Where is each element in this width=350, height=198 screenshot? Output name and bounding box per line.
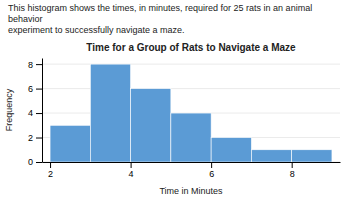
bars: [50, 64, 332, 162]
bar: [131, 89, 171, 162]
bar: [211, 138, 251, 162]
bar: [171, 113, 211, 162]
x-tick-label: 4: [129, 169, 134, 179]
y-tick-label: 4: [28, 108, 33, 118]
x-tick-label: 6: [209, 169, 214, 179]
grid: [42, 64, 340, 162]
y-tick: 0: [28, 157, 42, 167]
y-tick-label: 8: [28, 59, 33, 69]
x-tick: 8: [290, 162, 295, 179]
y-tick-mark: [36, 162, 42, 163]
y-tick-mark: [36, 138, 42, 139]
x-tick-mark: [292, 162, 293, 168]
y-tick: 4: [28, 108, 42, 118]
x-tick-mark: [131, 162, 132, 168]
x-axis-line: [43, 162, 341, 163]
title: Time for a Group of Rats to Navigate a M…: [86, 42, 296, 53]
y-tick-mark: [36, 89, 42, 90]
bar: [251, 150, 291, 162]
y-axis-title: Frequency: [4, 88, 14, 131]
bar: [90, 64, 130, 162]
x-tick-mark: [50, 162, 51, 168]
x-tick: 2: [48, 162, 53, 179]
x-tick: 4: [129, 162, 134, 179]
y-tick-label: 2: [28, 133, 33, 143]
y-tick-mark: [36, 113, 42, 114]
y-axis: 0 2 4 6 8: [28, 59, 43, 168]
description: This histogram shows the times, in minut…: [8, 3, 344, 36]
y-tick-label: 0: [28, 157, 33, 167]
y-tick: 8: [28, 59, 42, 69]
x-tick-label: 2: [48, 169, 53, 179]
y-tick-label: 6: [28, 84, 33, 94]
grid-line: [42, 64, 340, 65]
y-tick: 2: [28, 133, 42, 143]
chart: 2 4 6 8 0 2 4 6 8 Time for a Group of Rats to Nav…: [0, 0, 350, 198]
y-axis-line: [42, 59, 43, 163]
x-tick-mark: [211, 162, 212, 168]
y-tick-mark: [36, 64, 42, 65]
x-tick-label: 8: [290, 169, 295, 179]
grid-line: [42, 88, 340, 89]
x-axis-title: Time in Minutes: [159, 186, 223, 196]
x-axis: 2 4 6 8: [43, 162, 341, 179]
y-tick: 6: [28, 84, 42, 94]
x-tick: 6: [209, 162, 214, 179]
bar: [50, 125, 90, 162]
bar: [292, 150, 332, 162]
